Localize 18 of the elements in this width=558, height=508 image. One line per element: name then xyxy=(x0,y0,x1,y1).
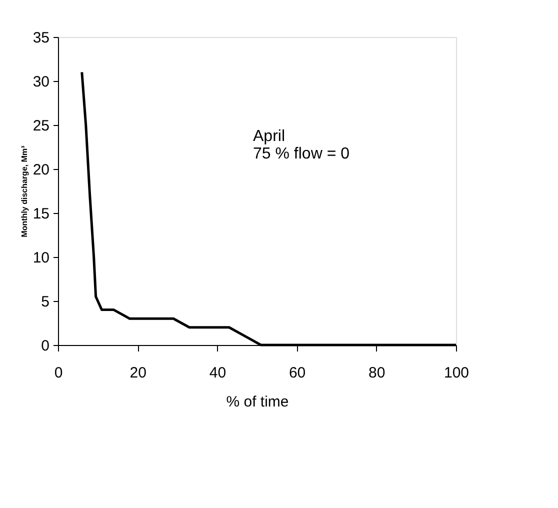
y-tick-label: 20 xyxy=(32,162,50,178)
y-tick-label: 35 xyxy=(32,30,50,46)
x-tick-label: 40 xyxy=(209,364,226,382)
y-tick-label: 10 xyxy=(32,250,50,266)
x-tick-label: 100 xyxy=(444,364,470,382)
annotation: 75 % flow = 0 xyxy=(253,145,350,162)
x-axis-title: % of time xyxy=(226,394,289,410)
y-axis-title: Monthly discharge, Mm³ xyxy=(20,145,29,238)
y-tick-label: 0 xyxy=(41,338,50,354)
x-tick-label: 60 xyxy=(288,364,306,382)
annotation: April xyxy=(253,128,286,145)
y-tick-label: 15 xyxy=(32,206,50,222)
x-tick-label: 0 xyxy=(54,364,63,382)
y-tick-label: 25 xyxy=(32,118,50,134)
y-tick-label: 5 xyxy=(41,294,50,310)
y-tick-label: 30 xyxy=(32,74,50,90)
x-tick-label: 20 xyxy=(130,364,146,382)
x-tick-label: 80 xyxy=(368,364,386,382)
